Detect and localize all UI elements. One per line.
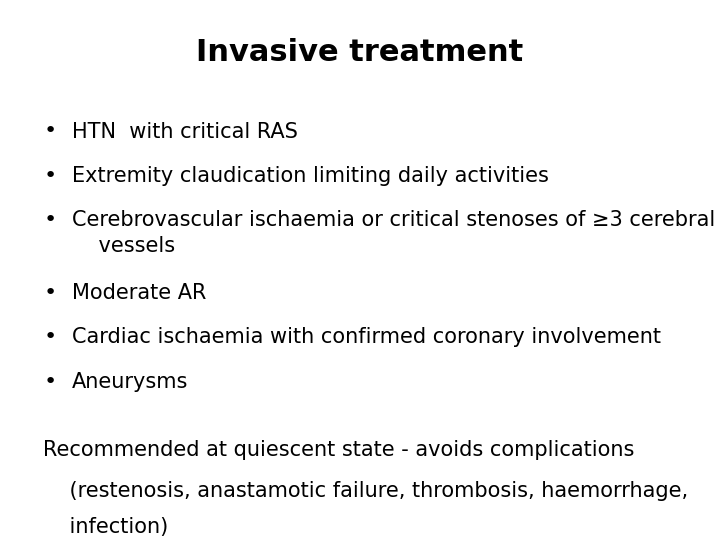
Text: •: • [43, 283, 56, 303]
Text: HTN  with critical RAS: HTN with critical RAS [72, 122, 298, 141]
Text: Cardiac ischaemia with confirmed coronary involvement: Cardiac ischaemia with confirmed coronar… [72, 327, 661, 347]
Text: •: • [43, 372, 56, 392]
Text: infection): infection) [43, 517, 168, 537]
Text: Aneurysms: Aneurysms [72, 372, 189, 392]
Text: Recommended at quiescent state - avoids complications: Recommended at quiescent state - avoids … [43, 440, 634, 460]
Text: •: • [43, 166, 56, 186]
Text: Cerebrovascular ischaemia or critical stenoses of ≥3 cerebral
    vessels: Cerebrovascular ischaemia or critical st… [72, 210, 715, 255]
Text: •: • [43, 210, 56, 230]
Text: Extremity claudication limiting daily activities: Extremity claudication limiting daily ac… [72, 166, 549, 186]
Text: Moderate AR: Moderate AR [72, 283, 207, 303]
Text: (restenosis, anastamotic failure, thrombosis, haemorrhage,: (restenosis, anastamotic failure, thromb… [43, 481, 688, 501]
Text: •: • [43, 327, 56, 347]
Text: Invasive treatment: Invasive treatment [197, 38, 523, 67]
Text: •: • [43, 122, 56, 141]
